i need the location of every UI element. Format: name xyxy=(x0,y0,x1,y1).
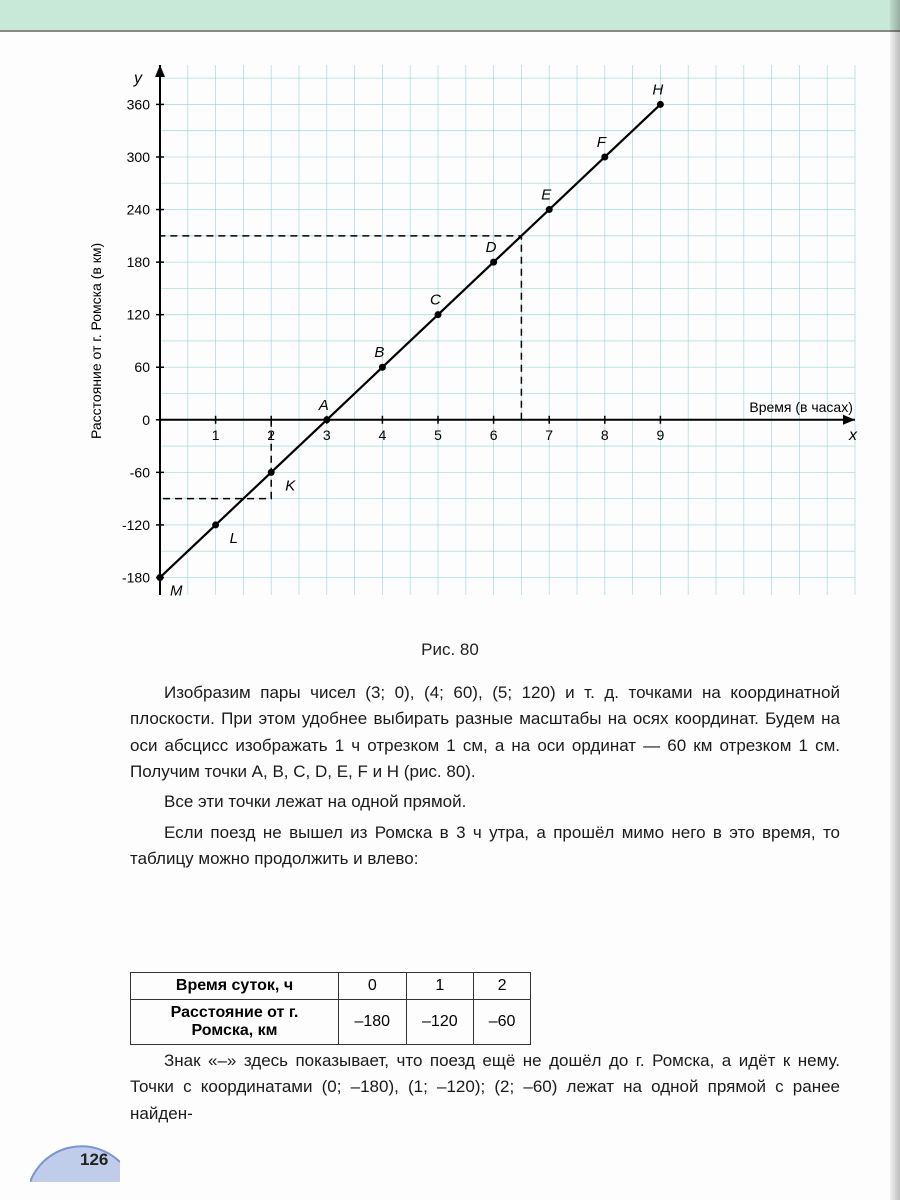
table-row: Время суток, ч 0 1 2 xyxy=(131,973,531,1000)
page-edge-shadow xyxy=(890,0,900,1200)
svg-text:3: 3 xyxy=(323,427,331,443)
chart-figure: 123456789-180-120-60601201802403003600yx… xyxy=(85,55,865,615)
svg-text:x: x xyxy=(848,427,858,444)
svg-text:6: 6 xyxy=(490,427,498,443)
svg-text:Расстояние от г. Ромска (в км): Расстояние от г. Ромска (в км) xyxy=(88,243,104,439)
paragraph: Изобразим пары чисел (3; 0), (4; 60), (5… xyxy=(130,680,840,785)
svg-text:-120: -120 xyxy=(122,517,150,533)
svg-text:9: 9 xyxy=(657,427,665,443)
data-table: Время суток, ч 0 1 2 Расстояние от г. Ро… xyxy=(130,972,531,1045)
svg-text:A: A xyxy=(318,397,329,414)
top-rule xyxy=(0,30,900,32)
svg-text:300: 300 xyxy=(127,149,151,165)
page-number-badge: 126 xyxy=(30,1122,120,1182)
svg-text:y: y xyxy=(133,70,143,87)
svg-text:5: 5 xyxy=(434,427,442,443)
table-cell: 0 xyxy=(339,973,407,1000)
table-cell: –180 xyxy=(339,1000,407,1045)
svg-text:240: 240 xyxy=(127,202,151,218)
row-header-cell: Время суток, ч xyxy=(131,973,339,1000)
paragraph: Если поезд не вышел из Ромска в 3 ч утра… xyxy=(130,820,840,873)
table-cell: –120 xyxy=(406,1000,474,1045)
svg-text:K: K xyxy=(285,477,296,494)
svg-text:0: 0 xyxy=(142,412,150,428)
svg-text:180: 180 xyxy=(127,254,151,270)
svg-text:H: H xyxy=(652,81,663,98)
row-header-cell: Расстояние от г. Ромска, км xyxy=(131,1000,339,1045)
svg-text:M: M xyxy=(170,582,183,599)
svg-text:Время (в часах): Время (в часах) xyxy=(749,399,853,415)
paragraph: Знак «–» здесь показывает, что поезд ещё… xyxy=(130,1048,840,1127)
page-number: 126 xyxy=(80,1150,108,1170)
table-cell: 2 xyxy=(474,973,531,1000)
table-row: Расстояние от г. Ромска, км –180 –120 –6… xyxy=(131,1000,531,1045)
body-text-block-1: Изобразим пары чисел (3; 0), (4; 60), (5… xyxy=(130,680,840,876)
svg-text:8: 8 xyxy=(601,427,609,443)
svg-text:60: 60 xyxy=(134,359,150,375)
svg-text:-180: -180 xyxy=(122,569,150,585)
paragraph: Все эти точки лежат на одной прямой. xyxy=(130,789,840,815)
table-cell: 1 xyxy=(406,973,474,1000)
svg-text:E: E xyxy=(541,187,552,204)
figure-caption: Рис. 80 xyxy=(0,640,900,660)
svg-text:360: 360 xyxy=(127,96,151,112)
body-text-block-2: Знак «–» здесь показывает, что поезд ещё… xyxy=(130,1048,840,1127)
svg-text:F: F xyxy=(597,134,607,151)
svg-text:1: 1 xyxy=(212,427,220,443)
svg-text:L: L xyxy=(230,530,238,547)
svg-text:-60: -60 xyxy=(130,464,150,480)
textbook-page: 123456789-180-120-60601201802403003600yx… xyxy=(0,0,900,1200)
svg-text:D: D xyxy=(486,239,497,256)
line-chart-svg: 123456789-180-120-60601201802403003600yx… xyxy=(85,55,865,615)
svg-text:7: 7 xyxy=(545,427,553,443)
svg-text:4: 4 xyxy=(379,427,387,443)
svg-text:B: B xyxy=(374,344,384,361)
svg-text:C: C xyxy=(430,292,441,309)
svg-text:120: 120 xyxy=(127,307,151,323)
table-cell: –60 xyxy=(474,1000,531,1045)
